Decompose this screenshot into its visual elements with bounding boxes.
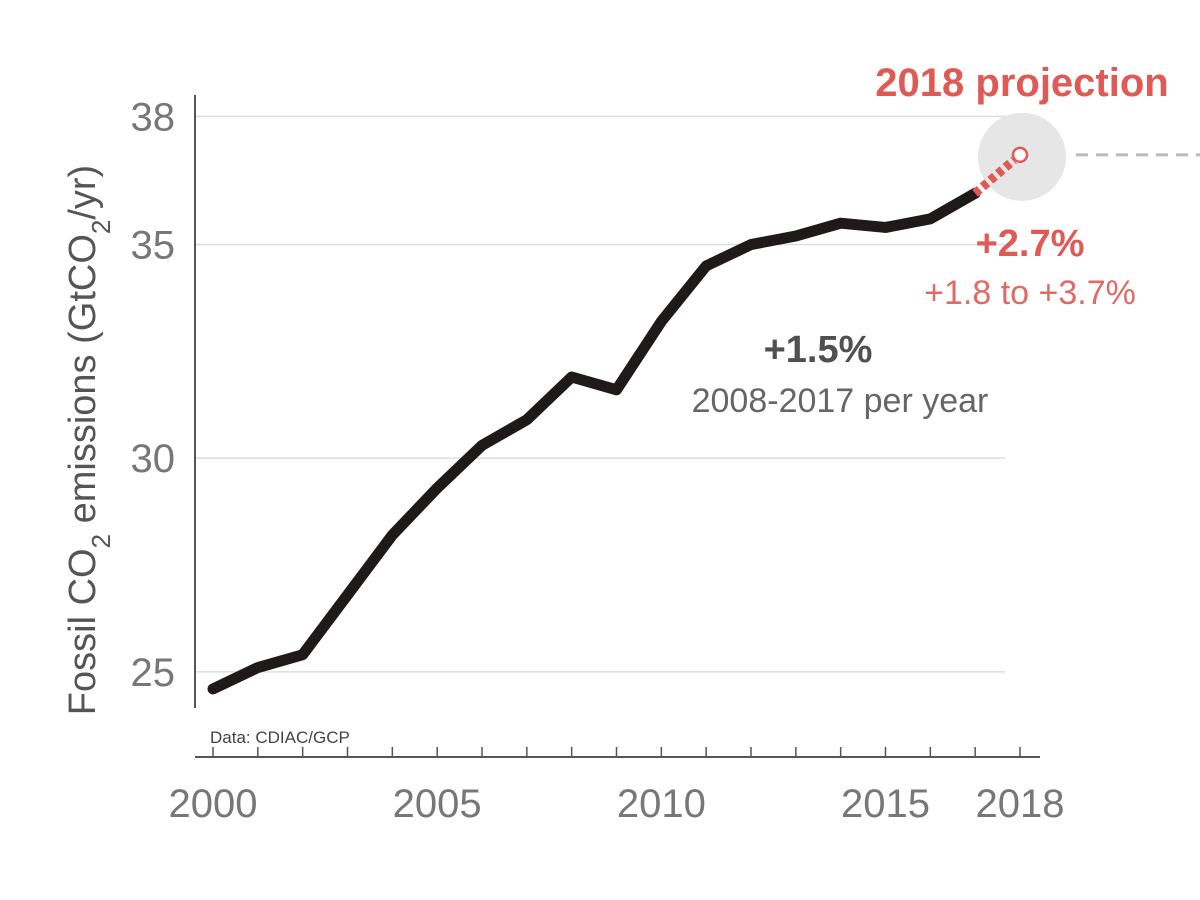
series-point-2000 <box>212 687 214 690</box>
x-tick-label-2000: 2000 <box>169 782 258 826</box>
series-point-2009 <box>615 388 618 391</box>
y-tick-label-35: 35 <box>131 224 176 268</box>
series-point-2001 <box>256 666 259 669</box>
series-point-2002 <box>301 653 304 656</box>
series-points <box>212 192 977 690</box>
series-point-2003 <box>346 593 349 596</box>
series-point-2007 <box>525 418 528 421</box>
x-tick-label-2018: 2018 <box>976 782 1065 826</box>
series-point-2005 <box>436 487 439 490</box>
series-point-2010 <box>660 320 663 323</box>
y-tick-label-30: 30 <box>131 437 176 481</box>
y-tick-label-38: 38 <box>131 95 176 139</box>
series-point-2014 <box>839 222 842 225</box>
projection-point <box>1011 146 1029 164</box>
axes <box>194 95 1040 758</box>
y-tick-labels: 25 30 35 38 <box>131 95 176 694</box>
y-axis-label: Fossil CO2 emissions (GtCO2/yr) <box>62 165 116 715</box>
series-point-2011 <box>705 264 708 267</box>
x-tick-labels: 2000 2005 2010 2015 2018 <box>169 782 1065 826</box>
x-tick-label-2015: 2015 <box>841 782 930 826</box>
x-tick-label-2010: 2010 <box>617 782 706 826</box>
projection-dashed-line <box>972 156 1017 197</box>
emissions-series-line <box>207 187 981 695</box>
series-point-2016 <box>929 217 932 220</box>
series-point-2013 <box>794 235 797 237</box>
series-point-2008 <box>570 376 573 378</box>
projection-range: +1.8 to +3.7% <box>924 274 1136 312</box>
trend-description-annotation: 2008-2017 per year <box>692 382 989 420</box>
projection-percent: +2.7% <box>976 223 1085 265</box>
y-tick-label-25: 25 <box>131 651 176 695</box>
series-point-2004 <box>391 534 394 537</box>
trend-percent-annotation: +1.5% <box>764 329 873 371</box>
series-point-2015 <box>884 226 887 229</box>
series-point-2012 <box>750 243 752 246</box>
x-tick-label-2005: 2005 <box>393 782 482 826</box>
data-source-note: Data: CDIAC/GCP <box>210 728 350 747</box>
grid-lines <box>195 115 1005 673</box>
projection-title: 2018 projection <box>875 61 1168 105</box>
series-point-2006 <box>481 444 483 447</box>
